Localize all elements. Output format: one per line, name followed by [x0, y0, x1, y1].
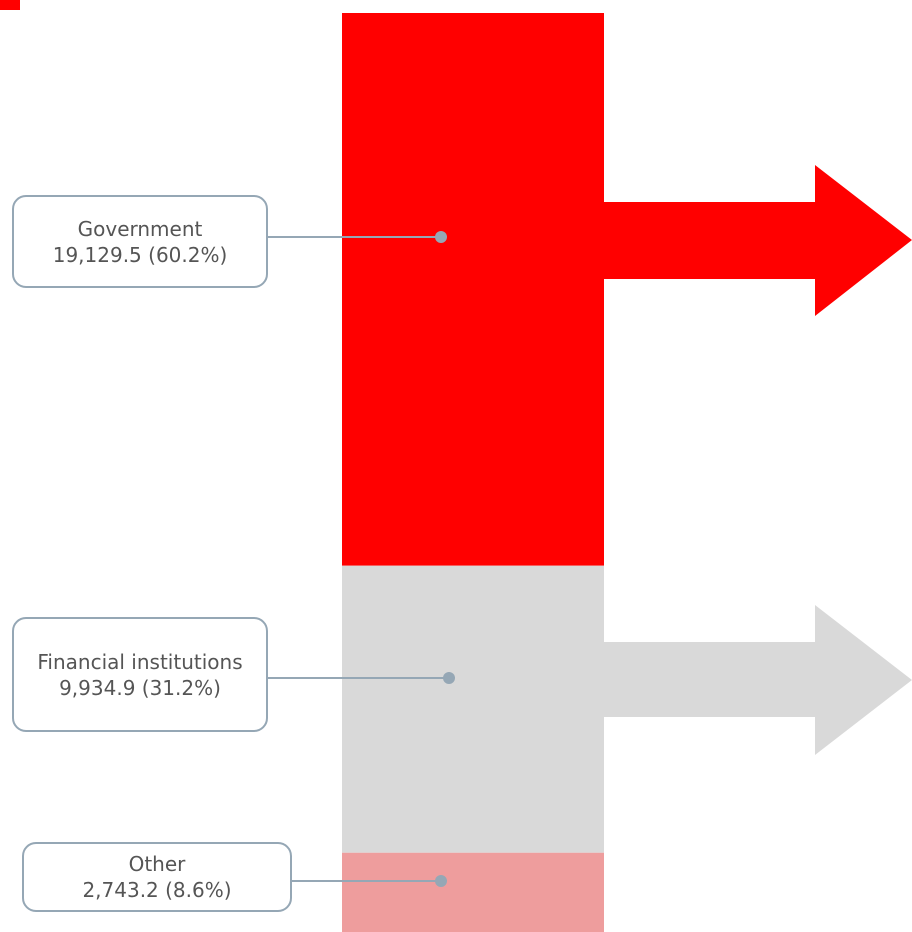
callout: Financial institutions 9,934.9 (31.2%)	[12, 617, 268, 732]
value-label: 9,934.9 (31.2%)	[59, 675, 221, 700]
leader-dot	[435, 875, 447, 887]
bar-segment	[342, 565, 604, 853]
bar-segment	[342, 852, 604, 932]
leader-dot	[443, 672, 455, 684]
arrow	[604, 605, 912, 755]
callout: Other 2,743.2 (8.6%)	[22, 842, 292, 912]
bar-segment	[342, 13, 604, 566]
arrow	[604, 165, 912, 316]
value-label: 19,129.5 (60.2%)	[52, 242, 228, 267]
leader-dot	[435, 231, 447, 243]
segment-name: Financial institutions	[37, 649, 243, 674]
value-label: 2,743.2 (8.6%)	[82, 878, 232, 902]
callout: Government 19,129.5 (60.2%)	[12, 195, 268, 288]
segment-name: Government	[77, 216, 203, 241]
segment-name: Other	[128, 852, 186, 876]
corner-marker	[0, 0, 20, 10]
